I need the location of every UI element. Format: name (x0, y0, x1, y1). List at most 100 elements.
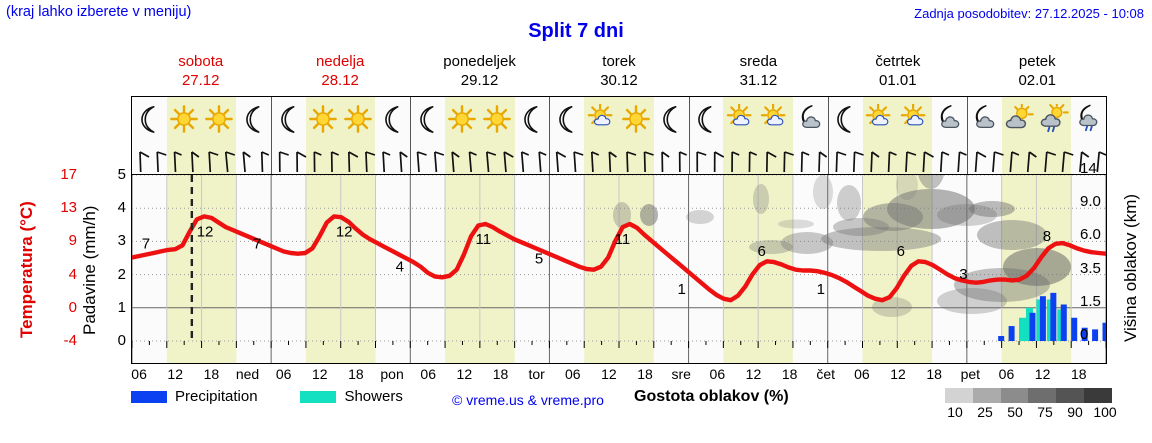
cloud-blob-0 (613, 202, 631, 228)
hour-tick-0: 06 (131, 366, 147, 382)
hour-tick-9: 12 (456, 366, 473, 382)
precipitation-bar-0 (998, 336, 1005, 341)
cloud-density-label-2: 50 (1007, 404, 1023, 420)
day-date: 29.12 (460, 72, 499, 89)
wind-barb-flag-22 (521, 151, 530, 156)
precval-3: 2 (117, 266, 126, 283)
temperature-axis-title: Temperatura (°C) (17, 201, 36, 339)
hour-tick-20: 06 (854, 366, 870, 382)
cloud-mass-1 (969, 201, 1015, 217)
precipitation-bar-2 (1029, 312, 1036, 341)
wind-barb-53 (1061, 151, 1066, 173)
wind-barb-23 (538, 151, 542, 173)
tempval-0: 17 (60, 166, 77, 183)
wind-barb-14 (382, 151, 386, 173)
sky-icon-cell-20 (828, 97, 863, 141)
hour-tick-4: 06 (275, 366, 292, 382)
wind-barb-row (132, 139, 1107, 175)
tempval-2: 9 (68, 232, 77, 249)
moon-icon (141, 106, 155, 133)
temperature-label-8: 1 (677, 281, 685, 298)
forecast-plot[interactable]: 7 12 7 12 4 11 5 11 1 6 1 6 3 8 (129, 96, 1109, 364)
sky-icon-cell-17 (723, 97, 758, 141)
day-name: torek (602, 53, 636, 70)
tempval-5: -4 (63, 332, 77, 349)
cloudval-2: 6.0 (1080, 226, 1101, 243)
wind-barb-46 (939, 151, 943, 173)
sun-icon (170, 105, 199, 133)
wind-barb-flag-3 (191, 151, 200, 158)
wind-barb-flag-34 (731, 151, 740, 156)
showers-bar-0 (1019, 317, 1027, 341)
wind-barb-flag-19 (469, 151, 477, 156)
hour-tick-23: pet (960, 366, 981, 382)
sky-icon-cell-13 (584, 97, 619, 141)
hour-tick-6: 18 (348, 366, 364, 382)
tempval-1: 13 (60, 199, 77, 216)
wind-barb-27 (608, 151, 612, 173)
temperature-line (129, 214, 1109, 303)
temperature-label-13: 8 (1043, 228, 1051, 245)
sky-icon-cell-3 (236, 97, 271, 141)
wind-barb-flag-11 (331, 151, 340, 156)
hour-tick-5: 12 (311, 366, 328, 382)
precipitation-bar-1 (1008, 326, 1015, 341)
wind-barb-17 (433, 151, 438, 173)
moon-icon (419, 106, 434, 133)
sky-icon-cell-24 (967, 97, 1002, 141)
precipitation-bar-6 (1071, 317, 1078, 341)
hour-tick-25: 12 (1034, 366, 1051, 382)
wind-barb-flag-13 (365, 151, 376, 156)
temperature-label-6: 5 (535, 251, 543, 268)
moon-icon (385, 106, 399, 133)
wind-barb-2 (173, 151, 177, 173)
wind-barb-flag-41 (854, 151, 864, 156)
temperature-label-12: 3 (959, 266, 967, 283)
page-title: Split 7 dni (528, 20, 624, 42)
wind-barb-flag-4 (208, 151, 219, 156)
wind-barb-flag-36 (766, 151, 777, 158)
cloudval-0: 14 (1080, 160, 1097, 177)
day-name: četrtek (875, 53, 921, 70)
moon-icon (663, 106, 677, 133)
sky-icon-cell-27 (1071, 97, 1106, 141)
daylight-band-4 (723, 97, 793, 174)
sun-icon (483, 105, 512, 133)
daylight-band-1 (305, 97, 376, 174)
temperature-label-0: 7 (142, 235, 150, 252)
day-separator-3 (549, 97, 551, 174)
temperature-label-4: 4 (396, 258, 404, 275)
cloud-blob-1 (640, 204, 658, 226)
cloud-blob-8 (778, 219, 814, 229)
cloud-density-label-1: 25 (977, 404, 993, 420)
cloud-blob-4 (813, 175, 833, 209)
day-name: ponedeljek (443, 53, 516, 70)
wind-barb-5 (224, 151, 229, 173)
wind-barb-flag-24 (556, 151, 567, 158)
precipitation-bar-5 (1060, 304, 1067, 341)
moon-icon (280, 106, 294, 133)
wind-barb-flag-33 (714, 151, 725, 158)
temperature-label-1: 12 (197, 223, 214, 240)
wind-barb-3 (191, 151, 194, 173)
wind-barb-flag-2 (174, 151, 182, 156)
moon-icon (837, 106, 851, 133)
cloud-density-scale (945, 388, 1112, 403)
wind-barb-44 (905, 151, 908, 173)
wind-barb-flag-48 (976, 151, 987, 158)
wind-barbs (139, 151, 1107, 173)
sky-icon-cell-8 (410, 97, 445, 141)
wind-barb-flag-46 (941, 151, 950, 156)
moon-cloud-icon (941, 105, 960, 129)
wind-barb-flag-27 (608, 151, 617, 158)
wind-barb-flag-28 (626, 151, 637, 156)
hour-tick-22: 18 (926, 366, 942, 382)
cloud-blob-14 (749, 240, 793, 254)
copyright-label[interactable]: © vreme.us & vreme.pro (452, 392, 604, 408)
wind-barb-flag-52 (1046, 151, 1057, 156)
hour-tick-14: 18 (637, 366, 653, 382)
wind-barb-50 (1009, 151, 1013, 173)
bottom-legend: Precipitation Showers (131, 388, 1141, 428)
hour-tick-13: 12 (601, 366, 617, 382)
sky-icon-cell-22 (897, 97, 932, 141)
